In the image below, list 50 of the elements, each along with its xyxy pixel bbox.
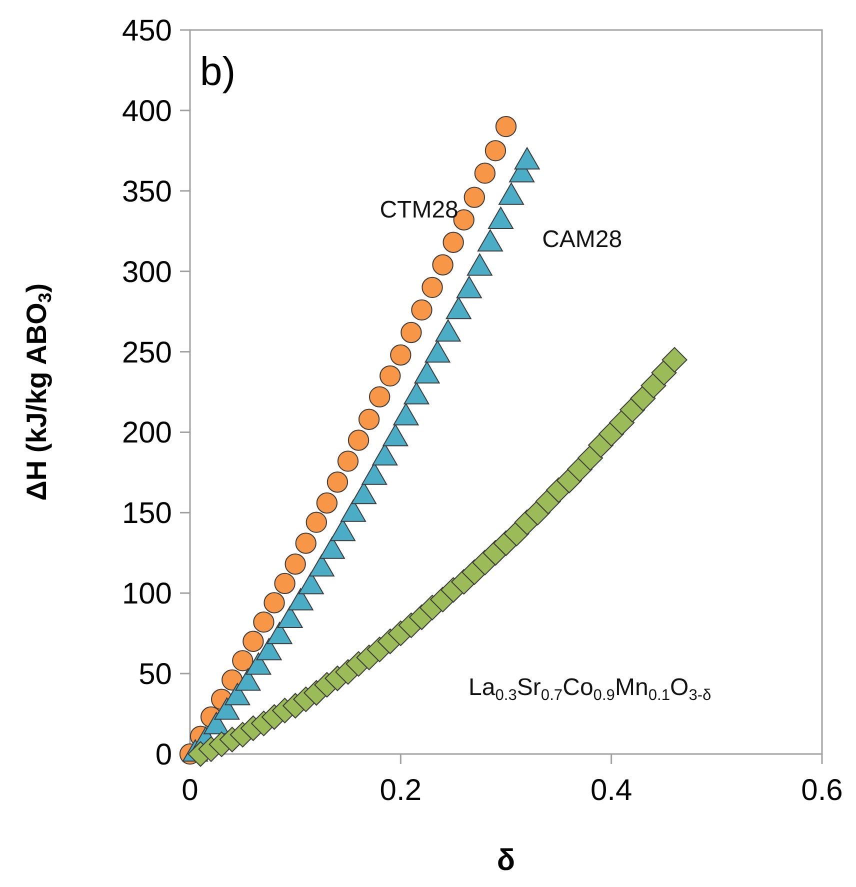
- point: [484, 140, 506, 162]
- point: [578, 445, 604, 471]
- y-tick-label: 250: [122, 336, 172, 370]
- y-tick-label: 200: [122, 416, 172, 450]
- x-tick-label: 0.4: [590, 774, 632, 807]
- point: [369, 386, 390, 408]
- y-tick-label: 450: [122, 14, 172, 48]
- y-tick-label: 300: [122, 256, 172, 289]
- point: [326, 472, 348, 493]
- point: [390, 344, 412, 366]
- annotation: b): [200, 50, 236, 94]
- point: [348, 430, 370, 451]
- point: [442, 232, 464, 253]
- point: [662, 347, 688, 373]
- point: [295, 532, 316, 554]
- point: [432, 254, 454, 276]
- point: [232, 650, 254, 672]
- y-tick-label: 0: [155, 738, 172, 772]
- point: [242, 630, 264, 652]
- y-tick-label: 50: [138, 658, 172, 692]
- point: [411, 299, 432, 321]
- point: [284, 554, 306, 575]
- point: [316, 492, 338, 514]
- y-tick-label: 350: [122, 175, 172, 208]
- point: [422, 276, 443, 298]
- point: [495, 116, 517, 138]
- point: [253, 612, 274, 633]
- point: [464, 186, 485, 208]
- y-tick-label: 150: [122, 497, 172, 530]
- point: [609, 410, 635, 436]
- series-label: CAM28: [542, 226, 622, 253]
- x-tick-label: 0: [182, 774, 198, 807]
- y-tick-label: 100: [122, 578, 172, 611]
- point: [640, 372, 666, 398]
- point: [651, 360, 677, 386]
- x-tick-label: 0.6: [801, 774, 843, 807]
- x-tick-label: 0.2: [380, 774, 422, 807]
- point: [264, 592, 285, 614]
- point: [306, 512, 327, 533]
- point: [380, 365, 401, 386]
- point: [630, 386, 656, 412]
- y-tick-label: 400: [122, 94, 172, 128]
- point: [474, 162, 496, 184]
- point: [358, 408, 380, 430]
- x-axis-title: δ: [496, 844, 516, 877]
- point: [400, 322, 422, 344]
- point: [274, 572, 296, 594]
- text: La$_{0.3}$Sr$_{0.7}$Co$_{0.9}$Mn$_{0.1}$O$_{3-δ}$: [468, 674, 712, 704]
- series-label: CTM28: [380, 196, 458, 224]
- point: [337, 450, 359, 472]
